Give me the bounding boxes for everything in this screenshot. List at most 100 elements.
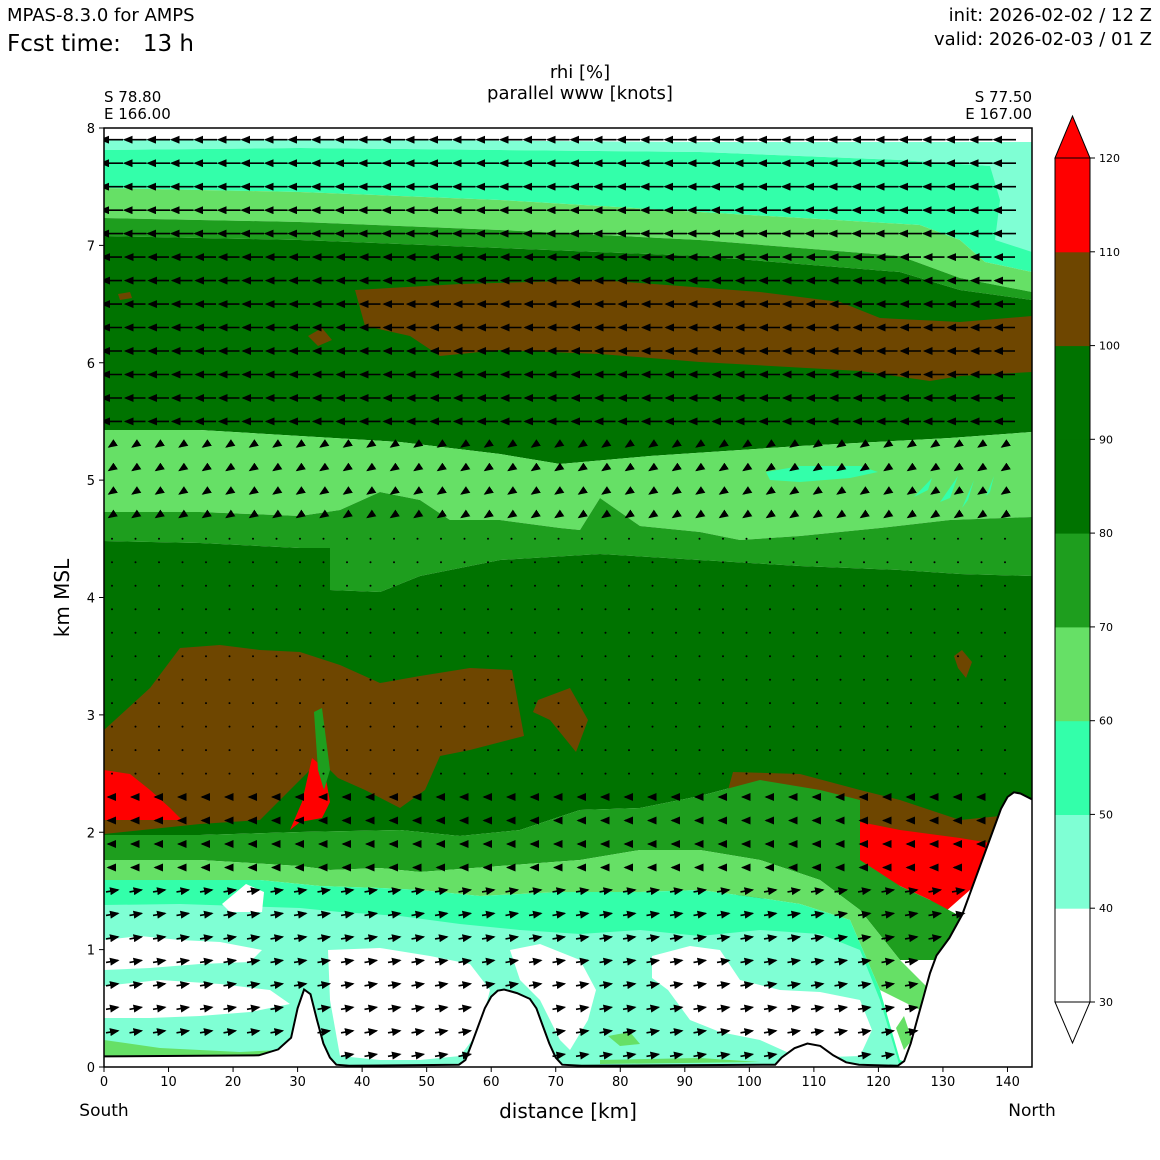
- wind-vector: [745, 631, 748, 634]
- wind-vector: [369, 561, 372, 564]
- wind-vector: [622, 1028, 637, 1037]
- wind-vector: [604, 772, 607, 775]
- wind-vector: [440, 608, 442, 611]
- wind-vector: [248, 509, 259, 519]
- wind-vector: [534, 772, 536, 775]
- wind-vector: [910, 678, 912, 681]
- wind-vector: [910, 655, 912, 658]
- wind-vector: [228, 702, 231, 705]
- wind-vector: [834, 887, 849, 896]
- wind-vector: [434, 1004, 449, 1013]
- wind-vector: [557, 772, 560, 775]
- wind-vector: [317, 1028, 332, 1037]
- wind-vector: [906, 439, 917, 448]
- wind-vector: [599, 981, 614, 990]
- wind-vector: [834, 1004, 849, 1013]
- x-tick-label: 10: [160, 1075, 177, 1090]
- wind-vector: [695, 439, 706, 448]
- wind-vector: [434, 1028, 449, 1037]
- wind-vector: [458, 910, 473, 919]
- rhi-contours: [104, 128, 1032, 1067]
- wind-vector: [223, 934, 238, 943]
- wind-vector: [176, 934, 191, 943]
- wind-vector: [857, 887, 872, 896]
- wind-vector: [980, 631, 983, 634]
- wind-vector: [622, 910, 637, 919]
- wind-vector: [1004, 584, 1006, 587]
- wind-vector: [646, 887, 661, 896]
- wind-vector: [507, 462, 518, 472]
- wind-vector: [223, 887, 238, 896]
- wind-vector: [792, 749, 795, 752]
- wind-vector: [393, 537, 395, 540]
- wind-vector: [575, 1004, 590, 1013]
- wind-vector: [628, 608, 630, 611]
- wind-vector: [839, 772, 842, 775]
- wind-vector: [181, 561, 184, 564]
- wind-vector: [651, 561, 654, 564]
- right-end-coords: S 77.50 E 167.00: [932, 89, 1032, 123]
- wind-vector: [317, 910, 332, 919]
- wind-vector: [246, 910, 261, 919]
- wind-vector: [698, 678, 701, 681]
- wind-vector: [622, 981, 637, 990]
- wind-vector: [883, 462, 894, 472]
- wind-vector: [131, 509, 142, 519]
- wind-vector: [675, 537, 677, 540]
- wind-vector: [460, 439, 471, 448]
- band-40-50-top: [104, 139, 1032, 262]
- wind-vector: [745, 537, 748, 540]
- wind-vector: [742, 486, 753, 495]
- wind-vector: [886, 608, 889, 611]
- wind-vector: [530, 462, 541, 472]
- wind-vector: [671, 439, 682, 448]
- wind-vector: [624, 486, 635, 495]
- wind-vector: [460, 462, 471, 472]
- wind-vector: [111, 631, 113, 634]
- x-tick-label: 30: [289, 1075, 306, 1090]
- wind-vector: [483, 486, 494, 495]
- wind-vector: [434, 887, 449, 896]
- wind-vector: [505, 910, 520, 919]
- wind-vector: [387, 887, 402, 896]
- wind-vector: [205, 702, 207, 705]
- model-name: MPAS-8.3.0 for AMPS: [7, 5, 195, 26]
- wind-vector: [295, 486, 306, 495]
- wind-vector: [434, 910, 449, 919]
- wind-vector: [698, 749, 701, 752]
- wind-vector: [622, 934, 637, 943]
- wind-vector: [792, 655, 795, 658]
- wind-vector: [181, 772, 184, 775]
- wind-vector: [646, 1004, 661, 1013]
- wind-vector: [980, 678, 983, 681]
- wind-vector: [134, 608, 137, 611]
- wind-vector: [581, 608, 583, 611]
- wind-vector: [722, 678, 724, 681]
- wind-vector: [199, 1004, 214, 1013]
- x-tick-label: 100: [737, 1075, 762, 1090]
- wind-vector: [105, 910, 120, 919]
- wind-vector: [487, 608, 489, 611]
- wind-vector: [581, 561, 583, 564]
- wind-vector: [201, 509, 212, 519]
- wind-vector: [463, 772, 466, 775]
- wind-vector: [176, 887, 191, 896]
- wind-vector: [248, 462, 259, 472]
- wind-vector: [604, 608, 607, 611]
- wind-vector: [675, 749, 677, 752]
- wind-vector: [651, 725, 654, 728]
- wind-vector: [510, 655, 513, 658]
- wind-vector: [722, 631, 724, 634]
- wind-vector: [698, 537, 701, 540]
- wind-vector: [554, 462, 565, 472]
- wind-vector: [293, 910, 308, 919]
- wind-vector: [863, 561, 865, 564]
- wind-vector: [792, 584, 795, 587]
- wind-vector: [105, 1028, 120, 1037]
- wind-vector: [669, 910, 684, 919]
- wind-vector: [839, 655, 842, 658]
- wind-vector: [346, 725, 348, 728]
- wind-vector: [434, 957, 449, 966]
- wind-vector: [816, 702, 818, 705]
- wind-vector: [246, 957, 261, 966]
